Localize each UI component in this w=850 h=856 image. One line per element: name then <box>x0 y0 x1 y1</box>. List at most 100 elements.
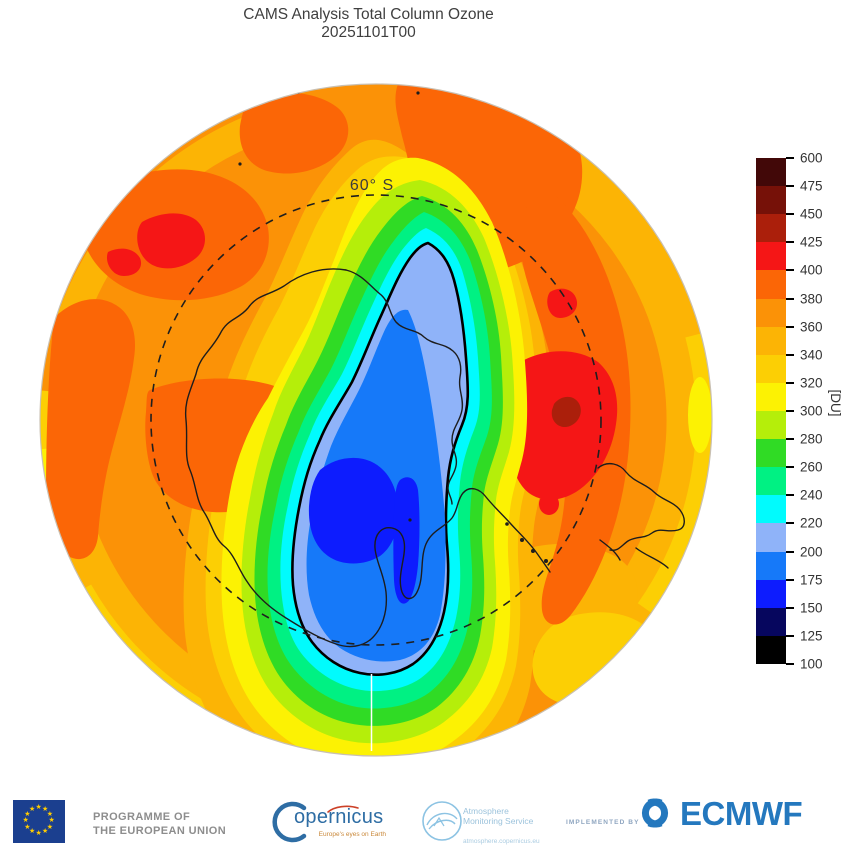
blob-brick-core <box>551 396 581 428</box>
colorbar-cell-b340 <box>756 326 786 355</box>
coast-east-antarctica <box>184 268 371 648</box>
ams-globe-icon <box>422 801 462 841</box>
colorbar-tick-label: 450 <box>800 206 823 222</box>
colorbar-tick <box>786 494 794 497</box>
colorbar-tick <box>786 634 794 637</box>
colorbar-cell-b425 <box>756 214 786 243</box>
island-dot <box>238 162 242 166</box>
eu-star-icon: ★ <box>48 817 55 824</box>
eu-star-icon: ★ <box>42 828 49 836</box>
island-dot <box>416 91 420 95</box>
coastlines <box>184 268 685 648</box>
implemented-by-label: IMPLEMENTED BY <box>566 819 640 826</box>
colorbar-tick <box>786 663 794 665</box>
eu-programme-text: PROGRAMME OF THE EUROPEAN UNION <box>93 810 226 838</box>
ozone-map: 60° S <box>39 83 713 757</box>
ecmwf-logo: ECMWF <box>634 795 844 847</box>
eu-star-icon: ★ <box>22 817 29 824</box>
colorbar-tick-label: 360 <box>800 319 823 335</box>
copernicus-wordmark: opernicus <box>294 806 384 828</box>
ams-name-text: Atmosphere Monitoring Service <box>463 806 533 826</box>
colorbar-tick-label: 380 <box>800 291 823 307</box>
colorbar-cell-b260 <box>756 439 786 468</box>
colorbar-tick <box>786 550 794 553</box>
copernicus-c-icon <box>272 801 307 843</box>
colorbar-cell-b450 <box>756 186 786 215</box>
colorbar-cell-b360 <box>756 298 786 327</box>
patch-yellow-rim-right <box>688 377 712 453</box>
eu-programme-line2: THE EUROPEAN UNION <box>93 825 227 837</box>
colorbar-tick <box>786 297 794 300</box>
colorbar-tick-label: 200 <box>800 544 823 560</box>
coast-north-crossing <box>345 269 464 505</box>
ams-name-line2: Monitoring Service <box>463 816 534 826</box>
colorbar-tick-label: 475 <box>800 178 823 194</box>
map-rim-circle <box>39 83 713 757</box>
colorbar-cell-b175 <box>756 551 786 580</box>
eu-star-icon: ★ <box>24 823 31 831</box>
colorbar-tick-label: 320 <box>800 375 823 391</box>
colorbar-tick-label: 280 <box>800 431 823 447</box>
eu-programme-line1: PROGRAMME OF <box>93 811 191 823</box>
copernicus-orbit-swoosh-icon <box>327 805 359 813</box>
colorbar-tick <box>786 606 794 609</box>
blob-red-upper-left <box>137 213 205 269</box>
island-dot <box>408 518 412 522</box>
colorbar-tick <box>786 438 794 441</box>
colorbar-tick-label: 425 <box>800 234 823 250</box>
colorbar-cell-b380 <box>756 270 786 299</box>
eu-star-icon: ★ <box>24 810 31 818</box>
colorbar-tick <box>786 353 794 356</box>
footer: ★ ★ ★ ★ ★ ★ ★ ★ ★ ★ ★ ★ PROGRAMME OF THE EUROPEAN U… <box>0 793 850 853</box>
eu-star-icon: ★ <box>35 804 42 811</box>
colorbar-tick <box>786 381 794 384</box>
colorbar-tick-label: 340 <box>800 347 823 363</box>
colorbar-cell-b200 <box>756 523 786 552</box>
coast-south-america <box>597 462 685 552</box>
blob-red-upper-left-streak <box>106 248 142 276</box>
island-dot <box>531 549 535 553</box>
eu-star-icon: ★ <box>46 810 54 818</box>
map-layers: 60° S <box>40 84 712 756</box>
eu-star-icon: ★ <box>46 823 54 831</box>
colorbar-tick-label: 300 <box>800 403 823 419</box>
colorbar-ticks: 600 475 450 425 400 380 360 340 320 300 280 260 240 2… <box>756 151 850 672</box>
colorbar-cell-b300 <box>756 382 786 411</box>
colorbar-tick-label: 175 <box>800 572 823 588</box>
atmosphere-monitoring-service-logo: Atmosphere Monitoring Service atmosphere… <box>419 798 569 850</box>
colorbar-cell-b150 <box>756 579 786 608</box>
colorbar-tick <box>786 578 794 581</box>
colorbar-tick <box>786 325 794 328</box>
colorbar-cell-b475 <box>756 158 786 187</box>
colorbar-cells <box>756 158 786 664</box>
colorbar-unit-label: [DU] <box>828 389 843 417</box>
colorbar-tick <box>786 157 794 159</box>
ecmwf-symbol-icon <box>641 798 669 828</box>
island-dot <box>505 522 509 526</box>
band-gold-rim-right <box>637 332 712 615</box>
colorbar-tick <box>786 410 794 412</box>
colorbar-cell-b240 <box>756 467 786 496</box>
colorbar: 600 475 450 425 400 380 360 340 320 300 280 260 240 2… <box>756 151 823 672</box>
eu-star-icon: ★ <box>29 805 36 813</box>
colorbar-cell-b125 <box>756 607 786 636</box>
patch-darkorange-top-left <box>239 92 349 174</box>
colorbar-tick-label: 150 <box>800 600 823 616</box>
island-dot <box>520 538 524 542</box>
colorbar-tick-label: 220 <box>800 515 823 531</box>
coast-islands-lines <box>599 539 669 569</box>
ozone-hole-core-strip <box>393 477 420 604</box>
colorbar-tick-label: 600 <box>800 150 823 166</box>
patch-darkorange-left-rim <box>46 299 136 560</box>
latitude-60s-circle <box>150 194 602 646</box>
colorbar-cell-b280 <box>756 410 786 440</box>
eu-star-icon: ★ <box>35 830 42 837</box>
copernicus-logo: opernicus Europe's eyes on Earth <box>264 798 394 850</box>
coast-west-antarctica-peninsula <box>369 487 551 641</box>
chart-subtitle: 20251101T00 <box>321 24 416 41</box>
colorbar-tick <box>786 522 794 525</box>
colorbar-cell-b100 <box>756 635 786 664</box>
colorbar-tick-label: 125 <box>800 628 823 644</box>
ozone-hole-core-150-175 <box>308 457 399 564</box>
